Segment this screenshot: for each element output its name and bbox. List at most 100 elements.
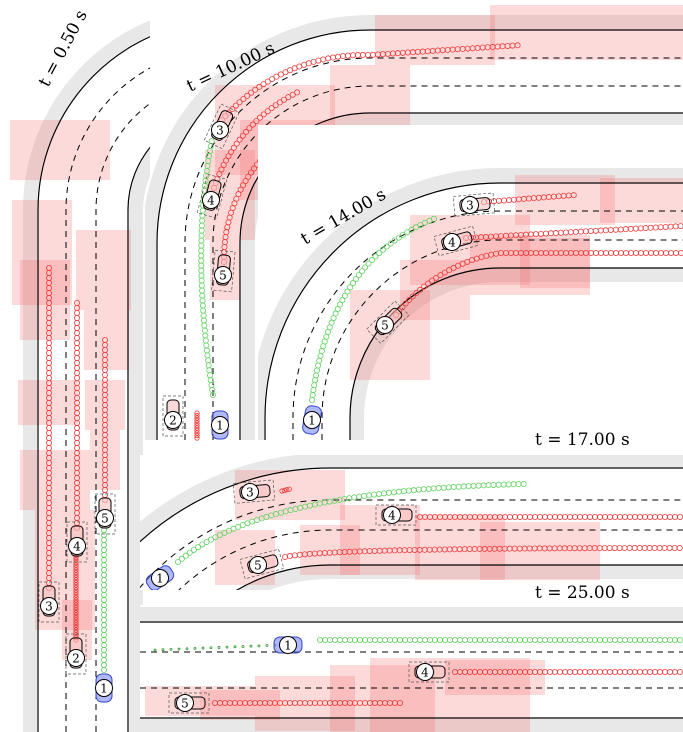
trajectory-point	[365, 52, 370, 57]
trajectory-point	[74, 355, 79, 360]
trajectory-point	[306, 61, 311, 66]
trajectory-point	[101, 637, 106, 642]
trajectory-point	[101, 617, 106, 622]
trajectory-point	[46, 430, 51, 435]
prediction-region	[600, 178, 683, 223]
vehicle-id: 2	[169, 414, 177, 428]
trajectory-point	[200, 218, 205, 223]
trajectory-point	[204, 343, 209, 348]
vehicle-id: 1	[308, 414, 316, 428]
trajectory-point	[360, 52, 365, 57]
trajectory-point	[101, 652, 106, 657]
trajectory-point	[207, 368, 212, 373]
prediction-region	[90, 430, 120, 490]
vehicle-id: 3	[45, 600, 53, 614]
trajectory-point	[101, 587, 106, 592]
trajectory-point	[201, 313, 206, 318]
trajectory-point	[199, 263, 204, 268]
prediction-region	[10, 120, 110, 180]
trajectory-point	[335, 54, 340, 59]
trajectory-point	[321, 57, 326, 62]
trajectory-point	[74, 340, 79, 345]
trajectory-point	[205, 358, 210, 363]
trajectory-point	[199, 253, 204, 258]
trajectory-point	[102, 372, 107, 377]
scenario-figure: 12345t = 0.50 s12345t = 10.00 s1345t = 1…	[0, 0, 683, 732]
trajectory-point	[46, 425, 51, 430]
trajectory-point	[101, 557, 106, 562]
trajectory-point	[355, 52, 360, 57]
prediction-region	[400, 260, 470, 320]
trajectory-point	[46, 360, 51, 365]
trajectory-point	[74, 430, 79, 435]
prediction-region	[520, 238, 590, 288]
trajectory-point	[46, 435, 51, 440]
vehicle-id: 1	[100, 682, 108, 696]
trajectory-point	[74, 330, 79, 335]
trajectory-point	[203, 333, 208, 338]
trajectory-point	[101, 642, 106, 647]
trajectory-point	[200, 208, 205, 213]
trajectory-point	[74, 345, 79, 350]
prediction-region	[20, 260, 70, 340]
trajectory-point	[101, 597, 106, 602]
trajectory-point	[210, 387, 215, 392]
trajectory-point	[102, 492, 107, 497]
trajectory-point	[46, 365, 51, 370]
trajectory-point	[199, 228, 204, 233]
trajectory-point	[326, 56, 331, 61]
vehicle-id: 3	[466, 199, 474, 213]
vehicle-id: 5	[254, 559, 262, 573]
trajectory-point	[46, 375, 51, 380]
prediction-region	[445, 660, 545, 695]
trajectory-point	[204, 348, 209, 353]
vehicle-id: 4	[207, 194, 215, 208]
trajectory-point	[46, 440, 51, 445]
prediction-region	[84, 310, 129, 370]
trajectory-point	[199, 233, 204, 238]
trajectory-point	[74, 320, 79, 325]
vehicle-id: 3	[246, 486, 254, 500]
time-stamp: t = 25.00 s	[535, 583, 630, 603]
trajectory-point	[101, 552, 106, 557]
trajectory-point	[74, 360, 79, 365]
trajectory-point	[101, 627, 106, 632]
trajectory-point	[46, 445, 51, 450]
trajectory-point	[74, 315, 79, 320]
trajectory-point	[101, 582, 106, 587]
trajectory-point	[199, 248, 204, 253]
trajectory-point	[74, 445, 79, 450]
trajectory-point	[200, 293, 205, 298]
prediction-region	[18, 380, 78, 425]
trajectory-point	[74, 425, 79, 430]
trajectory-point	[345, 53, 350, 58]
prediction-region	[76, 230, 131, 310]
trajectory-point	[316, 58, 321, 63]
trajectory-point	[101, 607, 106, 612]
vehicle-id: 3	[216, 124, 224, 138]
trajectory-point	[101, 667, 106, 672]
trajectory-point	[74, 435, 79, 440]
vehicle-id: 4	[448, 236, 456, 250]
trajectory-point	[101, 547, 106, 552]
trajectory-point	[199, 223, 204, 228]
trajectory-point	[74, 440, 79, 445]
trajectory-point	[101, 632, 106, 637]
trajectory-point	[201, 318, 206, 323]
scene-panel: 1345	[257, 125, 683, 442]
vehicle-id: 1	[216, 419, 224, 433]
vehicle-id: 4	[421, 666, 429, 680]
trajectory-point	[74, 335, 79, 340]
trajectory-point	[101, 602, 106, 607]
trajectory-point	[199, 273, 204, 278]
trajectory-point	[330, 55, 335, 60]
trajectory-point	[200, 298, 205, 303]
vehicle-id: 5	[101, 512, 109, 526]
vehicle-id: 5	[181, 697, 189, 711]
trajectory-point	[46, 350, 51, 355]
trajectory-point	[101, 647, 106, 652]
trajectory-point	[200, 303, 205, 308]
trajectory-point	[370, 52, 375, 57]
trajectory-point	[340, 54, 345, 59]
trajectory-point	[74, 325, 79, 330]
